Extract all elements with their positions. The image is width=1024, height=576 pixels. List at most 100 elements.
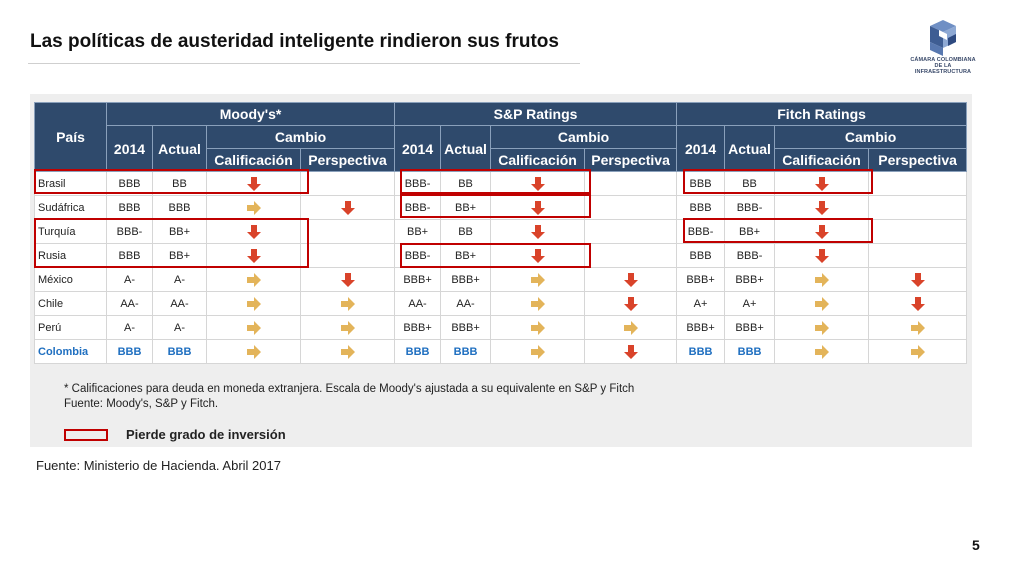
arrow-right-icon (530, 320, 545, 335)
cell-change (868, 315, 968, 340)
table-row: Sudáfrica BBB BBB BBB- BB+ BBB BBB- (34, 195, 968, 220)
arrow-right-icon (814, 320, 829, 335)
cell-change (206, 315, 301, 340)
cell-empty (299, 171, 396, 196)
cell-rating: BB+ (724, 219, 776, 244)
cell-rating: BBB- (724, 195, 776, 220)
cell-change (868, 339, 968, 364)
arrow-right-icon (814, 296, 829, 311)
arrow-right-icon (246, 296, 261, 311)
cell-change (490, 291, 586, 316)
arrow-right-icon (340, 296, 355, 311)
cell-rating: AA- (440, 291, 492, 316)
header-sp-perspectiva: Perspectiva (584, 148, 678, 172)
cell-change (490, 195, 586, 220)
header-sp: S&P Ratings (394, 102, 678, 126)
table-row: Turquía BBB- BB+ BB+ BB BBB- BB+ (34, 219, 968, 244)
arrow-down-icon (340, 200, 355, 215)
cell-empty (584, 243, 678, 268)
cell-rating: BBB- (394, 195, 442, 220)
footnote-scale: * Calificaciones para deuda en moneda ex… (64, 383, 635, 395)
cell-change (206, 291, 301, 316)
cell-rating: BBB (676, 339, 726, 364)
cell-rating: BB (440, 219, 492, 244)
cell-change (206, 195, 301, 220)
header-moodys-2014: 2014 (106, 125, 153, 172)
cell-change (206, 339, 301, 364)
legend-red-box (64, 428, 108, 441)
header-moodys: Moody's* (105, 102, 396, 126)
cell-rating: BB (440, 171, 492, 196)
cell-rating: BB+ (440, 243, 492, 268)
cell-rating: AA- (152, 291, 207, 316)
arrow-right-icon (246, 272, 261, 287)
arrow-down-icon (530, 200, 545, 215)
camara-logo: CÁMARA COLOMBIANA DE LA INFRAESTRUCTURA (906, 20, 980, 76)
cell-empty (584, 219, 678, 244)
cell-rating: BBB- (676, 219, 726, 244)
cell-rating: BBB (440, 339, 492, 364)
cell-change (584, 339, 678, 364)
cell-empty (868, 219, 968, 244)
cell-change (774, 243, 870, 268)
ratings-table-body: Brasil BBB BB BBB- BB BBB BB Sudáfrica BBB BBB BBB… (34, 171, 968, 364)
cell-change (774, 219, 870, 244)
cell-change (490, 267, 586, 292)
slide-title: Las políticas de austeridad inteligente … (30, 31, 559, 52)
arrow-right-icon (530, 344, 545, 359)
cell-rating: BBB- (724, 243, 776, 268)
cell-rating: BBB (394, 339, 442, 364)
cell-change (299, 291, 396, 316)
header-sp-2014: 2014 (394, 125, 442, 172)
cell-change (299, 267, 396, 292)
arrow-down-icon (814, 224, 829, 239)
ratings-panel: País Moody's* S&P Ratings Fitch Ratings … (30, 94, 972, 447)
cell-empty (584, 171, 678, 196)
arrow-right-icon (623, 320, 638, 335)
cell-rating: BB+ (152, 243, 207, 268)
cell-rating: BB+ (394, 219, 442, 244)
cell-rating: BBB (106, 171, 153, 196)
header-moodys-calificacion: Calificación (206, 148, 301, 172)
arrow-down-icon (910, 272, 925, 287)
footnote-source: Fuente: Moody's, S&P y Fitch. (64, 398, 219, 410)
table-row: Brasil BBB BB BBB- BB BBB BB (34, 171, 968, 196)
cell-change (774, 315, 870, 340)
cell-rating: BBB (676, 195, 726, 220)
arrow-down-icon (814, 248, 829, 263)
arrow-down-icon (814, 200, 829, 215)
cell-rating: BBB+ (676, 267, 726, 292)
arrow-down-icon (623, 296, 638, 311)
arrow-down-icon (530, 248, 545, 263)
header-fitch-perspectiva: Perspectiva (868, 148, 968, 172)
arrow-down-icon (530, 176, 545, 191)
cell-rating: BB (152, 171, 207, 196)
header-fitch-actual: Actual (724, 125, 776, 172)
ratings-table: País Moody's* S&P Ratings Fitch Ratings … (34, 102, 968, 364)
cell-change (584, 267, 678, 292)
cell-rating: AA- (106, 291, 153, 316)
cell-rating: BBB+ (440, 267, 492, 292)
cell-pais: Rusia (34, 243, 107, 268)
header-fitch-2014: 2014 (676, 125, 726, 172)
cell-rating: BB+ (440, 195, 492, 220)
legend-label: Pierde grado de inversión (126, 427, 286, 442)
table-row: Rusia BBB BB+ BBB- BB+ BBB BBB- (34, 243, 968, 268)
cell-change (490, 339, 586, 364)
cell-change (206, 171, 301, 196)
cell-rating: BBB+ (676, 315, 726, 340)
arrow-right-icon (340, 344, 355, 359)
arrow-right-icon (246, 344, 261, 359)
cell-change (490, 243, 586, 268)
cell-change (584, 315, 678, 340)
header-sp-calificacion: Calificación (490, 148, 586, 172)
table-row: Perú A- A- BBB+ BBB+ BBB+ BBB+ (34, 315, 968, 340)
cell-pais: Perú (34, 315, 107, 340)
arrow-down-icon (623, 344, 638, 359)
arrow-right-icon (910, 344, 925, 359)
cell-empty (868, 195, 968, 220)
header-fitch: Fitch Ratings (676, 102, 968, 126)
cell-change (774, 267, 870, 292)
cell-empty (868, 171, 968, 196)
arrow-right-icon (910, 320, 925, 335)
